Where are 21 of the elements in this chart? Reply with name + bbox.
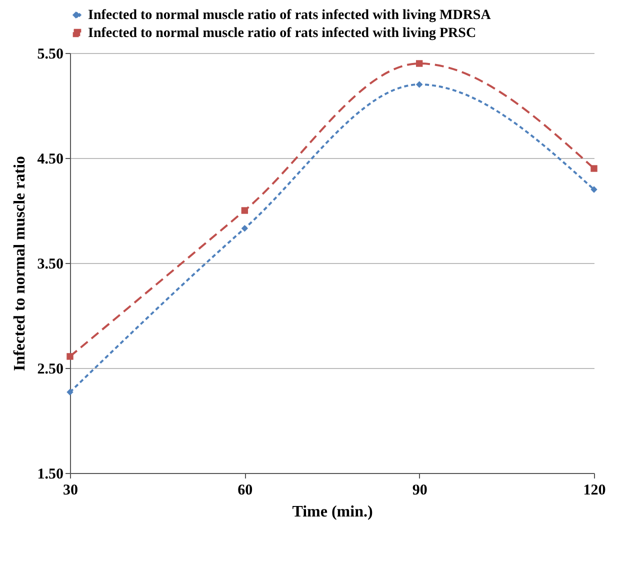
point (590, 165, 598, 172)
point (241, 224, 248, 232)
legend-label: Infected to normal muscle ratio of rats infected with living PRSC (88, 26, 476, 41)
point (66, 388, 74, 396)
legend-label: Infected to normal muscle ratio of rats infected with living MDRSA (88, 8, 492, 23)
y-tick-label: 3.50 (37, 256, 64, 272)
y-tick-label: 4.50 (37, 152, 64, 168)
y-axis-title: Infected to normal muscle ratio (11, 156, 28, 372)
point (241, 207, 248, 214)
y-tick-label: 5.50 (37, 46, 64, 62)
y-tick-label: 1.50 (37, 466, 64, 482)
x-tick-label: 30 (63, 482, 78, 498)
x-tick-label: 120 (583, 482, 606, 498)
y-tick-label: 2.50 (37, 362, 64, 378)
point (416, 60, 423, 67)
x-tick-label: 90 (412, 482, 428, 498)
point (590, 186, 598, 193)
x-axis-title: Time (min.) (292, 504, 373, 520)
point (416, 81, 423, 88)
point (66, 353, 74, 360)
x-tick-label: 60 (238, 482, 253, 498)
